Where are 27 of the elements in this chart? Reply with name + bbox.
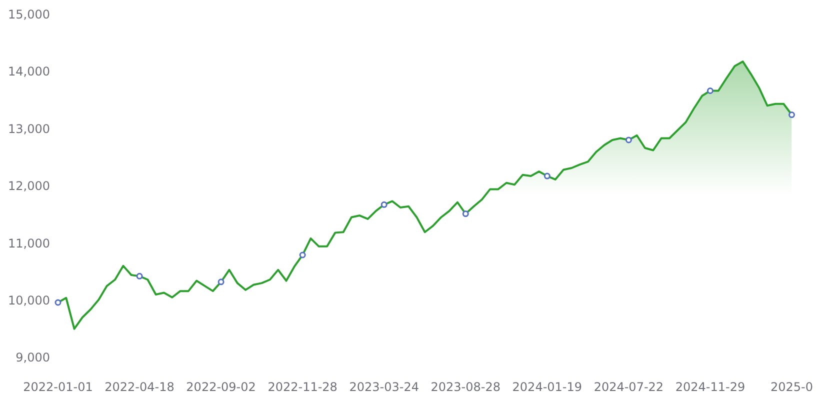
x-tick-label: 2024-01-19 bbox=[512, 380, 582, 394]
point bbox=[544, 172, 550, 180]
point bbox=[54, 299, 62, 306]
y-tick-label: 10,000 bbox=[8, 293, 50, 308]
point bbox=[625, 136, 632, 144]
y-tick-label: 9,000 bbox=[16, 350, 50, 365]
point bbox=[218, 278, 224, 286]
point bbox=[299, 252, 306, 258]
point bbox=[462, 210, 469, 218]
x-tick-label: 2023-08-28 bbox=[430, 380, 501, 394]
x-tick-label: 2024-11-29 bbox=[675, 380, 746, 394]
x-tick-label: 2022-01-01 bbox=[23, 380, 93, 394]
x-tick-label: 2022-11-28 bbox=[268, 380, 338, 394]
y-tick-label: 14,000 bbox=[8, 64, 50, 79]
point bbox=[380, 201, 388, 208]
x-tick-label: 2023-03-24 bbox=[349, 380, 419, 394]
x-tick-label: 2024-07-22 bbox=[594, 380, 664, 394]
point bbox=[136, 272, 143, 280]
y-tick-label: 11,000 bbox=[8, 236, 50, 250]
x-tick-label: 2025-0 bbox=[770, 380, 814, 394]
y-tick-label: 13,000 bbox=[8, 122, 50, 136]
y-tick-label: 12,000 bbox=[8, 179, 50, 194]
y-tick-label: 15,000 bbox=[8, 7, 50, 22]
point bbox=[788, 112, 795, 118]
x-tick-label: 2022-04-18 bbox=[104, 380, 174, 394]
x-tick-label: 2022-09-02 bbox=[186, 380, 256, 394]
point bbox=[706, 88, 714, 94]
